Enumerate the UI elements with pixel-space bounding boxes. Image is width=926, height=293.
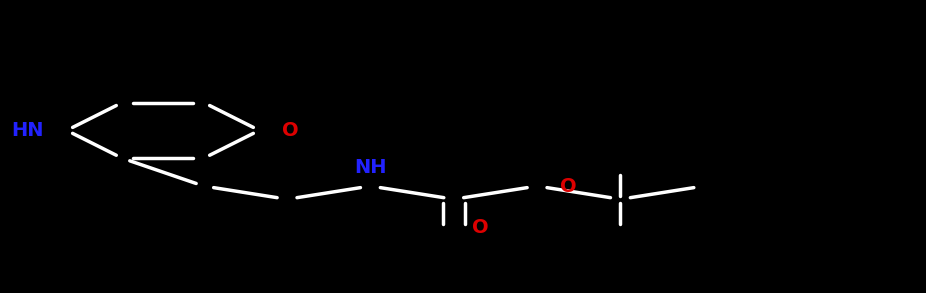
Text: HN: HN <box>11 121 44 140</box>
Text: O: O <box>282 121 299 140</box>
Text: O: O <box>560 177 577 195</box>
Text: O: O <box>472 218 489 236</box>
Text: NH: NH <box>354 158 387 177</box>
